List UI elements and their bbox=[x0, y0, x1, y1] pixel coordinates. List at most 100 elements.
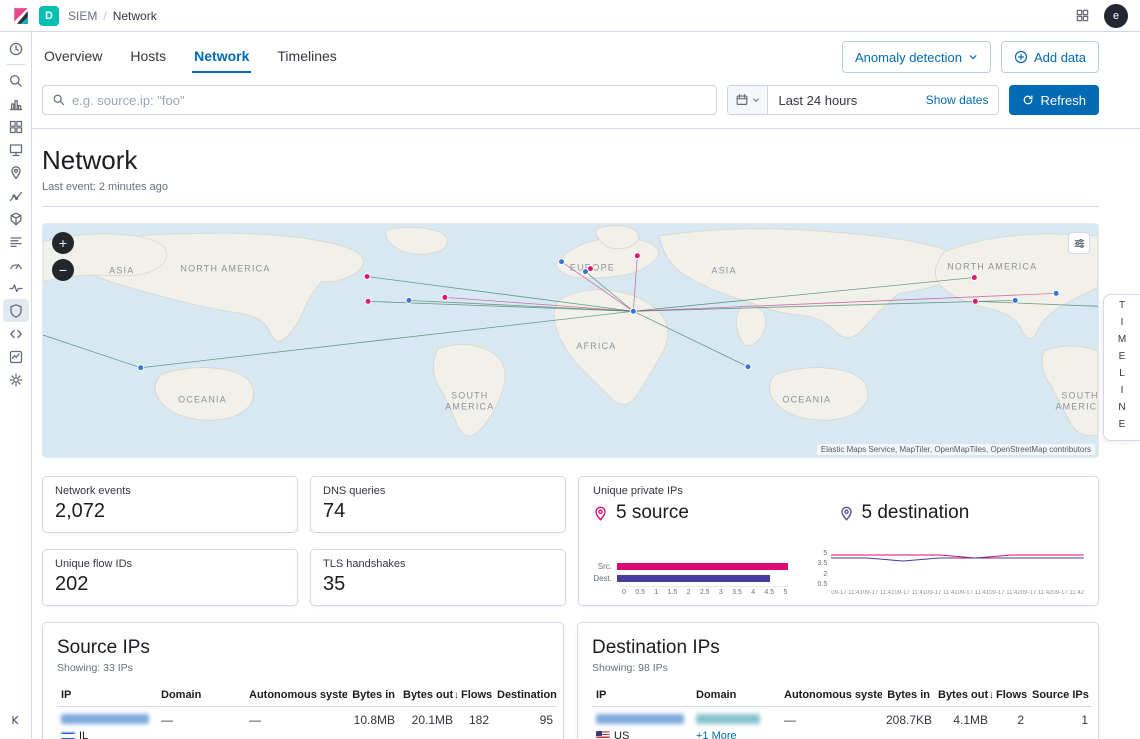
bar-axis-ticks: 0 0.5 1 1.5 2 2.5 3 3.5 4 4.5 5 bbox=[622, 586, 788, 596]
redacted-ip-link[interactable] bbox=[596, 714, 684, 724]
redacted-domain-link[interactable] bbox=[696, 714, 760, 724]
recently-viewed-icon[interactable] bbox=[3, 37, 29, 60]
breadcrumb-separator: / bbox=[103, 8, 107, 23]
uptime-icon[interactable] bbox=[3, 276, 29, 299]
visualize-icon[interactable] bbox=[3, 92, 29, 115]
avatar[interactable]: e bbox=[1104, 3, 1128, 28]
management-icon[interactable] bbox=[3, 368, 29, 391]
timeline-flyout-toggle[interactable]: TIMELINE bbox=[1103, 294, 1140, 441]
header-divider bbox=[42, 206, 1099, 207]
col-flows[interactable]: Flows bbox=[992, 684, 1028, 707]
breadcrumb-app[interactable]: SIEM bbox=[68, 8, 98, 23]
calendar-button[interactable] bbox=[728, 86, 769, 114]
kpi-value: 74 bbox=[323, 500, 346, 522]
col-destination-ips[interactable]: Destination IPs bbox=[493, 684, 557, 707]
query-bar: Last 24 hours Show dates Refresh bbox=[32, 73, 1140, 129]
geo-cell: US bbox=[596, 730, 688, 739]
map-attribution[interactable]: Elastic Maps Service, MapTiler, OpenMapT… bbox=[816, 444, 1095, 455]
col-autonomous-system[interactable]: Autonomous system bbox=[245, 684, 347, 707]
chevron-down-icon bbox=[753, 98, 760, 103]
timeline-label: TIMELINE bbox=[1116, 299, 1128, 436]
zoom-out-button[interactable]: − bbox=[52, 259, 74, 281]
col-domain[interactable]: Domain bbox=[157, 684, 245, 707]
svg-text:OCEANIA: OCEANIA bbox=[782, 394, 831, 404]
svg-text:NORTH AMERICA: NORTH AMERICA bbox=[180, 264, 270, 274]
canvas-icon[interactable] bbox=[3, 138, 29, 161]
breadcrumb: SIEM / Network bbox=[68, 9, 157, 23]
ip-tables: Source IPs Showing: 33 IPs IP Domain Aut… bbox=[42, 622, 1099, 739]
tab-overview[interactable]: Overview bbox=[44, 48, 103, 64]
tabs-row: Overview Hosts Network Timelines Anomaly… bbox=[32, 32, 1140, 73]
metrics-icon[interactable] bbox=[3, 207, 29, 230]
source-pin-icon bbox=[595, 506, 606, 521]
col-domain[interactable]: Domain bbox=[692, 684, 780, 707]
refresh-label: Refresh bbox=[1040, 92, 1086, 108]
collapse-nav-icon[interactable] bbox=[3, 708, 29, 731]
kpi-network-events: Network events 2,072 bbox=[42, 476, 298, 533]
source-ips-showing: Showing: 33 IPs bbox=[57, 662, 133, 674]
more-domains-link[interactable]: +1 More bbox=[696, 730, 737, 739]
table-row: US +1 More — 208.7KB 4.1MB 2 1 bbox=[592, 706, 1092, 739]
table-row: IL — — 10.8MB 20.1MB 182 95 bbox=[57, 706, 557, 739]
show-dates-link[interactable]: Show dates bbox=[925, 93, 989, 107]
grid-icon[interactable] bbox=[1075, 8, 1090, 23]
col-ip[interactable]: IP bbox=[592, 684, 692, 707]
maps-icon[interactable] bbox=[3, 161, 29, 184]
map-layer-settings-button[interactable] bbox=[1068, 232, 1090, 254]
unique-private-ips-card: Unique private IPs 5 source 5 destinatio… bbox=[578, 476, 1099, 606]
refresh-icon bbox=[1024, 95, 1033, 105]
col-source-ips[interactable]: Source IPs bbox=[1028, 684, 1092, 707]
anomaly-detection-label: Anomaly detection bbox=[855, 49, 962, 65]
calendar-icon bbox=[737, 94, 748, 105]
discover-icon[interactable] bbox=[3, 69, 29, 92]
src-bar bbox=[617, 563, 788, 570]
col-bytes-out[interactable]: Bytes out↓ bbox=[934, 684, 992, 707]
sort-desc-icon: ↓ bbox=[989, 690, 992, 701]
flag-us-icon bbox=[596, 731, 610, 739]
kpi-dns-queries: DNS queries 74 bbox=[310, 476, 566, 533]
space-badge[interactable]: D bbox=[39, 5, 59, 26]
tab-hosts[interactable]: Hosts bbox=[130, 48, 167, 64]
svg-text:ASIA: ASIA bbox=[711, 266, 736, 276]
dashboard-icon[interactable] bbox=[3, 115, 29, 138]
kibana-logo-icon[interactable] bbox=[12, 7, 30, 25]
kpi-label: TLS handshakes bbox=[323, 558, 406, 570]
refresh-button[interactable]: Refresh bbox=[1009, 85, 1099, 115]
destination-series-line bbox=[831, 557, 1084, 562]
redacted-ip-link[interactable] bbox=[61, 714, 149, 724]
chevron-down-icon bbox=[969, 55, 977, 60]
col-flows[interactable]: Flows bbox=[457, 684, 493, 707]
destination-ips-table: IP Domain Autonomous system Bytes in Byt… bbox=[592, 684, 1092, 739]
bar-label-src: Src. bbox=[597, 562, 612, 571]
col-ip[interactable]: IP bbox=[57, 684, 157, 707]
apm-icon[interactable] bbox=[3, 253, 29, 276]
destination-ips-title: Destination IPs bbox=[592, 637, 720, 658]
tab-timelines[interactable]: Timelines bbox=[277, 48, 337, 64]
destination-pin-icon bbox=[840, 506, 852, 521]
time-range-value[interactable]: Last 24 hours bbox=[778, 92, 858, 108]
kpi-grid: Network events 2,072 DNS queries 74 Uniq… bbox=[42, 476, 1099, 606]
col-bytes-in[interactable]: Bytes in bbox=[882, 684, 934, 707]
col-bytes-out[interactable]: Bytes out↓ bbox=[399, 684, 457, 707]
anomaly-detection-button[interactable]: Anomaly detection bbox=[842, 41, 991, 73]
line-chart-y-ticks: 5 3.5 2 0.5 bbox=[817, 550, 828, 588]
destination-ips-showing: Showing: 98 IPs bbox=[592, 662, 668, 674]
kpi-value: 2,072 bbox=[55, 500, 106, 522]
zoom-in-button[interactable]: + bbox=[52, 232, 74, 254]
bar-label-dest: Dest. bbox=[593, 574, 612, 583]
stack-monitoring-icon[interactable] bbox=[3, 345, 29, 368]
source-series-line bbox=[831, 554, 1084, 559]
search-box bbox=[42, 85, 718, 115]
siem-icon[interactable] bbox=[2, 299, 29, 322]
add-data-button[interactable]: Add data bbox=[1000, 41, 1099, 73]
machine-learning-icon[interactable] bbox=[3, 184, 29, 207]
dev-tools-icon[interactable] bbox=[3, 322, 29, 345]
search-input[interactable] bbox=[72, 92, 708, 108]
logs-icon[interactable] bbox=[3, 230, 29, 253]
tab-network[interactable]: Network bbox=[192, 40, 252, 73]
col-bytes-in[interactable]: Bytes in bbox=[347, 684, 399, 707]
page-header: Network Last event: 2 minutes ago bbox=[32, 129, 1140, 193]
col-autonomous-system[interactable]: Autonomous system bbox=[780, 684, 882, 707]
